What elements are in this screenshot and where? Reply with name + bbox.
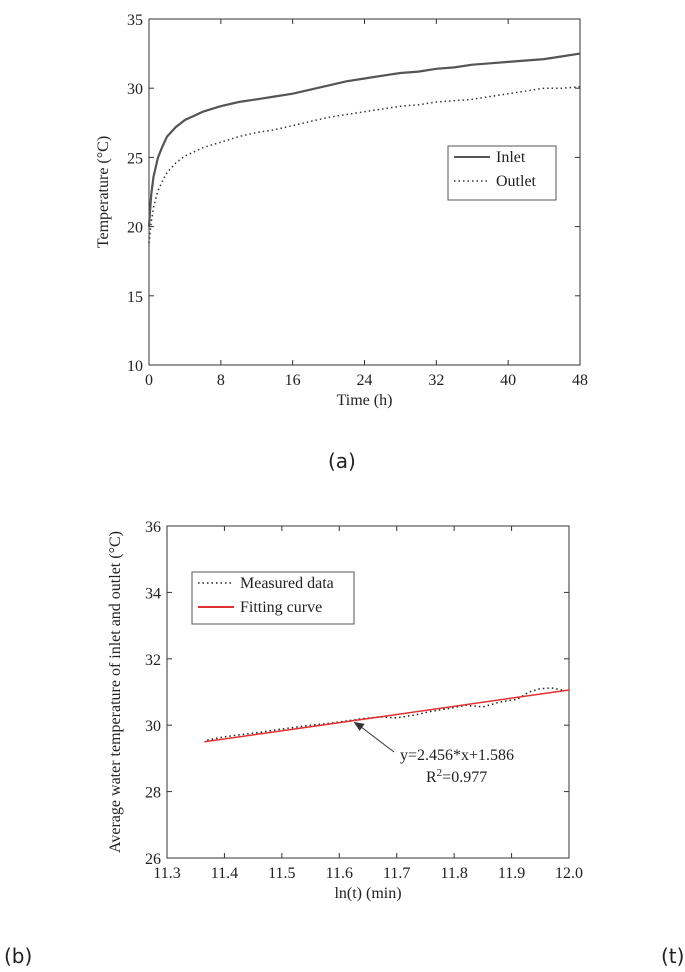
x-tick-label: 11.6 <box>326 865 353 882</box>
x-tick-label: 11.7 <box>383 865 410 882</box>
legend-label: Measured data <box>240 575 334 592</box>
y-tick-label: 30 <box>127 81 143 98</box>
x-tick-label: 40 <box>500 372 516 389</box>
x-tick-label: 16 <box>285 372 301 389</box>
annotation-arrowhead <box>353 721 365 731</box>
legend-label: Inlet <box>496 149 526 166</box>
x-tick-label: 11.4 <box>211 865 238 882</box>
x-tick-label: 11.8 <box>440 865 467 882</box>
annotation-equation: y=2.456*x+1.586 <box>400 747 514 764</box>
y-tick-label: 32 <box>145 652 161 669</box>
annotation-r2: R2=0.977 <box>426 767 487 786</box>
x-tick-label: 0 <box>145 372 153 389</box>
plot-frame <box>166 525 570 859</box>
y-tick-label: 26 <box>145 851 161 868</box>
series-line-fitting-curve <box>204 689 570 743</box>
x-axis-label: ln(t) (min) <box>334 885 401 902</box>
caption-a: (a) <box>328 449 356 473</box>
y-tick-label: 25 <box>127 150 143 167</box>
y-tick-label: 10 <box>127 358 143 375</box>
caption-t: (t) <box>661 944 685 968</box>
y-tick-label: 35 <box>127 12 143 29</box>
y-tick-label: 15 <box>127 289 143 306</box>
x-tick-label: 8 <box>217 372 225 389</box>
legend-box <box>191 571 355 625</box>
y-axis-label: Average water temperature of inlet and o… <box>107 531 124 853</box>
x-tick-label: 11.5 <box>268 865 295 882</box>
annotation-arrow-line <box>359 725 395 753</box>
y-axis-label: Temperature (°C) <box>95 136 112 248</box>
legend-label: Fitting curve <box>240 599 322 616</box>
legend-box <box>447 145 557 201</box>
x-tick-label: 11.3 <box>153 865 180 882</box>
x-tick-label: 24 <box>357 372 373 389</box>
legend-label: Outlet <box>496 173 537 190</box>
series-line-outlet <box>148 86 581 244</box>
series-line-inlet <box>147 52 581 227</box>
x-tick-label: 48 <box>572 372 588 389</box>
y-tick-label: 28 <box>145 785 161 802</box>
caption-b: (b) <box>4 944 33 968</box>
x-axis-label: Time (h) <box>337 392 393 409</box>
x-tick-label: 11.9 <box>498 865 525 882</box>
x-tick-label: 32 <box>428 372 444 389</box>
y-tick-label: 20 <box>127 220 143 237</box>
y-tick-label: 34 <box>145 585 161 602</box>
chart-a: 0 8 16 24 32 40 48 10 15 20 25 30 35 Time (h) Temperat… <box>95 12 588 409</box>
x-tick-label: 12.0 <box>555 865 583 882</box>
y-tick-label: 36 <box>145 519 161 536</box>
series-line-measured-data <box>207 687 564 741</box>
y-tick-label: 30 <box>145 718 161 735</box>
chart-b: 11.3 11.4 11.5 11.6 11.7 11.8 11.9 12.0 26 28 30 32… <box>107 519 583 902</box>
